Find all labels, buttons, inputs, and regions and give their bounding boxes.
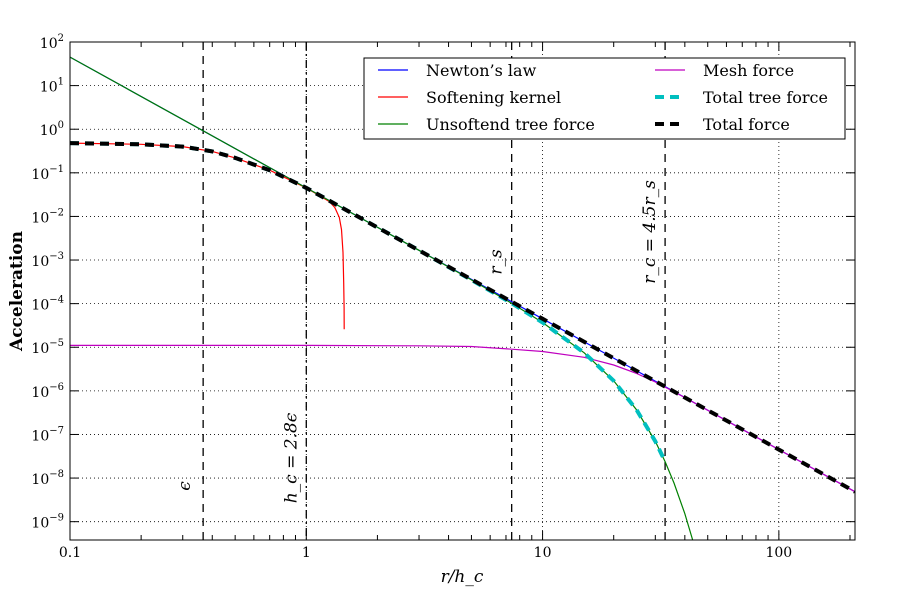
- y-tick-base: 10: [31, 167, 49, 183]
- series-lines: [70, 56, 855, 540]
- y-tick-label: 101: [40, 77, 64, 96]
- x-tick-label: 1: [302, 545, 311, 561]
- y-tick-label: 102: [40, 33, 64, 52]
- y-tick-base: 10: [31, 472, 49, 488]
- axis-ticks: 0.1 1 10 10010210110010−110−210−310−410−510…: [31, 33, 855, 561]
- vline-label: r_s: [487, 249, 507, 275]
- y-tick-exponent: −3: [49, 251, 64, 262]
- y-tick-base: 10: [31, 254, 49, 270]
- y-tick-exponent: −6: [49, 382, 64, 393]
- legend-label: Mesh force: [703, 61, 794, 80]
- vline-label: ϵ: [175, 481, 195, 491]
- legend-box: [363, 57, 846, 140]
- reference-lines: ϵ h_c = 2.8ϵ r_s r_c = 4.5r_s: [175, 42, 666, 540]
- y-tick-exponent: −9: [49, 513, 64, 524]
- y-tick-label: 10−8: [31, 469, 64, 488]
- y-axis-label: Acceleration: [7, 231, 27, 352]
- y-tick-base: 10: [31, 341, 49, 357]
- y-tick-label: 10−9: [31, 513, 64, 532]
- legend-label: Softening kernel: [426, 88, 561, 107]
- y-tick-label: 10−7: [31, 425, 64, 444]
- y-tick-exponent: −1: [49, 164, 64, 175]
- legend-label: Total force: [703, 115, 790, 134]
- y-tick-base: 10: [31, 385, 49, 401]
- y-tick-label: 10−6: [31, 382, 64, 401]
- y-tick-label: 10−5: [31, 338, 64, 357]
- series-line-total-tree-force: [70, 141, 667, 463]
- series-line-softening-kernel: [70, 142, 345, 330]
- legend-label: Unsoftend tree force: [426, 115, 595, 134]
- legend-label: Total tree force: [703, 88, 828, 107]
- y-tick-label: 10−3: [31, 251, 64, 270]
- plot-frame: [69, 41, 856, 541]
- legend: Newton’s law Softening kernel Unsoftend tr…: [363, 57, 846, 140]
- y-tick-label: 10−4: [31, 295, 64, 314]
- x-axis-label: r/h_c: [441, 567, 484, 587]
- y-tick-exponent: 2: [58, 33, 64, 44]
- y-tick-label: 100: [40, 120, 64, 139]
- y-tick-exponent: 0: [58, 120, 64, 131]
- y-tick-exponent: −5: [49, 338, 64, 349]
- x-tick-label: 0.1: [59, 545, 81, 561]
- y-tick-base: 10: [31, 516, 49, 532]
- y-tick-base: 10: [31, 298, 49, 314]
- y-tick-exponent: −2: [49, 207, 64, 218]
- vline-label: h_c = 2.8ϵ: [281, 412, 301, 503]
- y-tick-exponent: −7: [49, 425, 64, 436]
- y-tick-exponent: 1: [58, 77, 64, 88]
- vline-label: r_c = 4.5r_s: [640, 180, 660, 284]
- y-tick-base: 10: [31, 428, 49, 444]
- y-tick-base: 10: [40, 123, 58, 139]
- legend-label: Newton’s law: [426, 61, 537, 80]
- y-tick-base: 10: [40, 80, 58, 96]
- y-tick-exponent: −8: [49, 469, 64, 480]
- y-tick-label: 10−2: [31, 207, 64, 226]
- series-line-mesh-force: [70, 344, 855, 493]
- y-tick-base: 10: [31, 210, 49, 226]
- y-tick-exponent: −4: [49, 295, 64, 306]
- x-tick-label: 10: [534, 545, 552, 561]
- x-tick-label: 100: [765, 545, 792, 561]
- series-line-total-force: [70, 141, 855, 494]
- y-tick-base: 10: [40, 36, 58, 52]
- y-tick-label: 10−1: [31, 164, 64, 183]
